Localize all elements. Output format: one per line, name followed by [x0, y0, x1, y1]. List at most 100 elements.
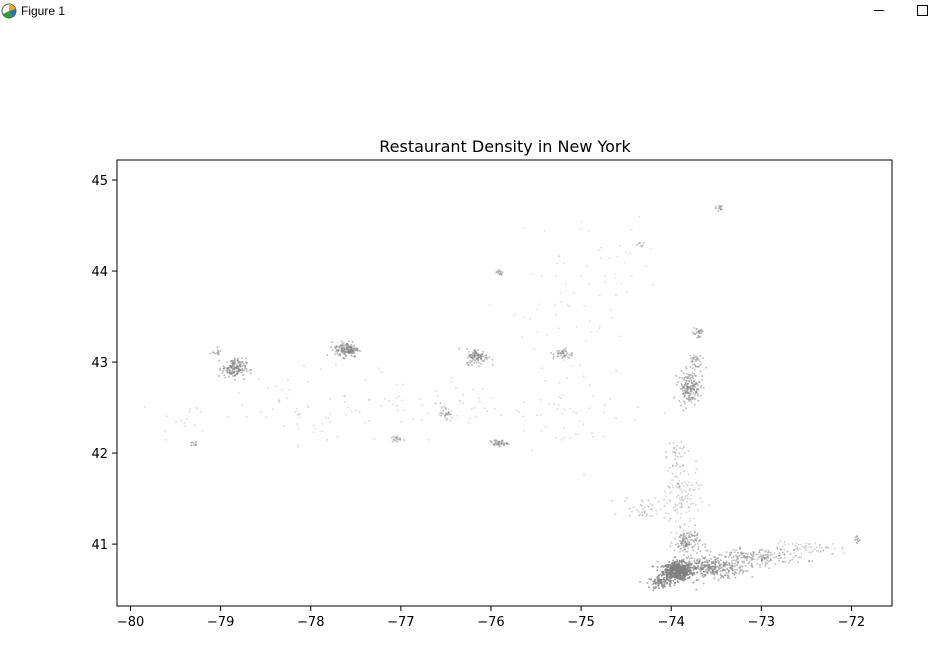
restaurant-point — [559, 301, 562, 304]
restaurant-point — [165, 438, 168, 441]
restaurant-point — [681, 537, 684, 540]
restaurant-point — [854, 538, 857, 541]
restaurant-point — [493, 443, 496, 446]
restaurant-point — [672, 464, 675, 467]
restaurant-point — [642, 241, 645, 244]
restaurant-point — [691, 574, 694, 576]
restaurant-point — [691, 534, 694, 537]
restaurant-point — [673, 446, 676, 449]
restaurant-point — [683, 540, 686, 543]
restaurant-point — [689, 538, 692, 541]
restaurant-point — [235, 367, 238, 370]
restaurant-point — [377, 367, 380, 370]
restaurant-point — [236, 370, 239, 373]
restaurant-point — [740, 553, 743, 556]
restaurant-point — [718, 204, 721, 207]
restaurant-point — [796, 561, 799, 564]
restaurant-point — [544, 379, 547, 382]
restaurant-point — [478, 400, 481, 403]
restaurant-point — [561, 350, 564, 353]
restaurant-point — [763, 558, 766, 561]
restaurant-point — [552, 353, 555, 356]
restaurant-point — [470, 353, 473, 356]
restaurant-point — [543, 229, 546, 232]
restaurant-point — [707, 564, 710, 567]
restaurant-point — [244, 364, 247, 367]
restaurant-point — [692, 354, 695, 357]
restaurant-point — [704, 546, 707, 549]
restaurant-point — [222, 365, 225, 368]
restaurant-point — [660, 571, 663, 574]
restaurant-point — [392, 438, 395, 441]
restaurant-point — [474, 350, 477, 353]
restaurant-point — [391, 440, 394, 443]
restaurant-point — [639, 503, 642, 506]
restaurant-point — [471, 359, 474, 362]
restaurant-point — [564, 283, 567, 286]
restaurant-point — [298, 412, 301, 415]
restaurant-point — [682, 564, 684, 567]
minimize-icon — [874, 10, 884, 11]
restaurant-point — [473, 352, 476, 355]
restaurant-point — [347, 406, 350, 409]
restaurant-point — [674, 578, 677, 581]
restaurant-point — [682, 409, 685, 412]
restaurant-point — [674, 475, 677, 478]
restaurant-point — [640, 499, 643, 502]
restaurant-point — [695, 330, 698, 333]
minimize-button[interactable] — [864, 0, 894, 22]
restaurant-point — [695, 579, 698, 582]
matplotlib-figure-icon — [1, 3, 17, 19]
restaurant-point — [353, 352, 356, 355]
restaurant-point — [690, 502, 692, 505]
restaurant-point — [465, 362, 468, 365]
restaurant-point — [700, 332, 703, 335]
restaurant-point — [681, 542, 683, 545]
restaurant-point — [842, 546, 845, 549]
restaurant-point — [742, 570, 745, 573]
restaurant-point — [688, 481, 691, 484]
restaurant-point — [779, 554, 782, 556]
restaurant-point — [681, 387, 684, 390]
restaurant-point — [396, 435, 399, 438]
restaurant-point — [477, 349, 480, 352]
maximize-button[interactable] — [907, 0, 937, 22]
restaurant-point — [367, 398, 370, 401]
x-tick-label: −76 — [477, 615, 504, 630]
restaurant-point — [731, 567, 734, 570]
restaurant-point — [679, 572, 682, 575]
restaurant-point — [561, 394, 564, 397]
restaurant-point — [557, 352, 560, 355]
restaurant-point — [671, 565, 674, 567]
restaurant-point — [229, 365, 232, 368]
restaurant-point — [668, 467, 671, 469]
restaurant-point — [610, 316, 613, 319]
restaurant-point — [497, 269, 500, 272]
restaurant-point — [216, 351, 219, 354]
restaurant-point — [444, 416, 447, 419]
restaurant-point — [692, 332, 695, 335]
restaurant-point — [502, 442, 505, 445]
restaurant-point — [731, 562, 734, 565]
restaurant-point — [214, 352, 217, 355]
restaurant-point — [686, 550, 689, 553]
restaurant-point — [615, 417, 618, 420]
restaurant-point — [561, 356, 564, 359]
restaurant-point — [244, 361, 247, 364]
restaurant-point — [697, 548, 700, 551]
restaurant-point — [450, 410, 453, 413]
restaurant-point — [701, 574, 704, 577]
restaurant-point — [663, 498, 666, 501]
restaurant-point — [475, 361, 478, 364]
restaurant-point — [731, 572, 734, 575]
restaurant-point — [680, 547, 683, 550]
restaurant-point — [443, 414, 446, 417]
restaurant-point — [397, 437, 400, 440]
restaurant-point — [183, 422, 186, 424]
restaurant-point — [692, 379, 695, 382]
restaurant-point — [473, 355, 476, 357]
restaurant-point — [740, 551, 743, 554]
restaurant-point — [558, 350, 561, 352]
restaurant-point — [582, 423, 585, 426]
restaurant-point — [702, 386, 705, 389]
